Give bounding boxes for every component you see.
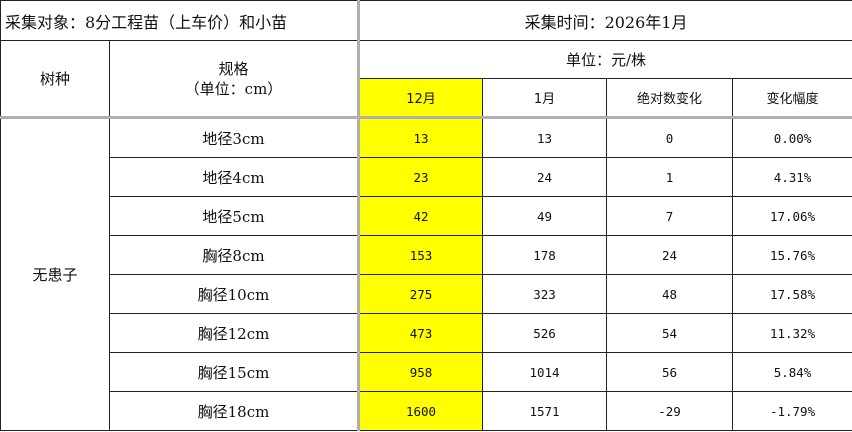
table-row: 胸径12cm 473 526 54 11.32% (1, 313, 852, 353)
dec-price-cell[interactable]: 42 (358, 196, 483, 236)
dec-price-cell[interactable]: 958 (358, 352, 483, 392)
spec-cell[interactable]: 地径5cm (109, 196, 360, 236)
species-cell[interactable]: 无患子 (0, 117, 110, 431)
dec-price-cell[interactable]: 13 (358, 117, 483, 158)
col-header-dec[interactable]: 12月 (358, 78, 483, 119)
spec-cell[interactable]: 胸径15cm (109, 352, 360, 392)
jan-price-cell[interactable]: 24 (482, 157, 607, 197)
jan-price-cell[interactable]: 1571 (482, 391, 607, 431)
pct-change-cell[interactable]: 17.58% (731, 274, 852, 314)
abs-change-cell[interactable]: 56 (606, 352, 733, 392)
pct-change-cell[interactable]: 4.31% (731, 157, 852, 197)
spec-cell[interactable]: 胸径8cm (109, 235, 360, 275)
jan-price-cell[interactable]: 49 (482, 196, 607, 236)
abs-change-cell[interactable]: -29 (606, 391, 733, 431)
spec-header-line2: （单位：cm） (184, 79, 283, 98)
unit-label[interactable]: 单位：元/株 (357, 40, 852, 79)
dec-price-cell[interactable]: 1600 (358, 391, 483, 431)
pct-change-cell[interactable]: -1.79% (731, 391, 852, 431)
dec-price-cell[interactable]: 473 (358, 313, 483, 353)
collection-object-title[interactable]: 采集对象：8分工程苗（上车价）和小苗 (0, 0, 360, 41)
pct-change-cell[interactable]: 15.76% (731, 235, 852, 275)
spec-cell[interactable]: 胸径10cm (109, 274, 360, 314)
col-header-jan[interactable]: 1月 (482, 78, 607, 119)
spec-header-line1: 规格 (218, 59, 249, 78)
spec-cell[interactable]: 地径4cm (109, 157, 360, 197)
jan-price-cell[interactable]: 178 (482, 235, 607, 275)
abs-change-cell[interactable]: 1 (606, 157, 733, 197)
abs-change-cell[interactable]: 24 (606, 235, 733, 275)
dec-price-cell[interactable]: 275 (358, 274, 483, 314)
table-row: 胸径10cm 275 323 48 17.58% (1, 274, 852, 314)
jan-price-cell[interactable]: 323 (482, 274, 607, 314)
table-row: 无患子 地径3cm 13 13 0 0.00% (0, 117, 852, 431)
table-body: 无患子 地径3cm 13 13 0 0.00% 地径4cm 23 24 1 4.31% 地径5cm 42… (0, 117, 852, 431)
table-row: 地径5cm 42 49 7 17.06% (1, 196, 852, 236)
spec-cell[interactable]: 胸径12cm (109, 313, 360, 353)
pct-change-cell[interactable]: 0.00% (731, 117, 852, 158)
collection-time-title[interactable]: 采集时间：2026年1月 (357, 0, 852, 41)
dec-price-cell[interactable]: 153 (358, 235, 483, 275)
jan-price-cell[interactable]: 526 (482, 313, 607, 353)
pct-change-cell[interactable]: 17.06% (731, 196, 852, 236)
table-row: 胸径15cm 958 1014 56 5.84% (1, 352, 852, 392)
species-header[interactable]: 树种 (0, 40, 110, 119)
abs-change-cell[interactable]: 54 (606, 313, 733, 353)
pct-change-cell[interactable]: 11.32% (731, 313, 852, 353)
table-row: 胸径8cm 153 178 24 15.76% (1, 235, 852, 275)
jan-price-cell[interactable]: 13 (482, 117, 607, 158)
pct-change-cell[interactable]: 5.84% (731, 352, 852, 392)
spec-header[interactable]: 规格 （单位：cm） (109, 40, 360, 119)
abs-change-cell[interactable]: 7 (606, 196, 733, 236)
spec-cell[interactable]: 胸径18cm (109, 391, 360, 431)
table-row: 地径4cm 23 24 1 4.31% (1, 157, 852, 197)
spec-cell[interactable]: 地径3cm (109, 117, 360, 158)
abs-change-cell[interactable]: 0 (606, 117, 733, 158)
col-header-pct-change[interactable]: 变化幅度 (731, 78, 852, 119)
abs-change-cell[interactable]: 48 (606, 274, 733, 314)
col-header-abs-change[interactable]: 绝对数变化 (606, 78, 733, 119)
dec-price-cell[interactable]: 23 (358, 157, 483, 197)
table-row: 胸径18cm 1600 1571 -29 -1.79% (1, 391, 852, 431)
jan-price-cell[interactable]: 1014 (482, 352, 607, 392)
